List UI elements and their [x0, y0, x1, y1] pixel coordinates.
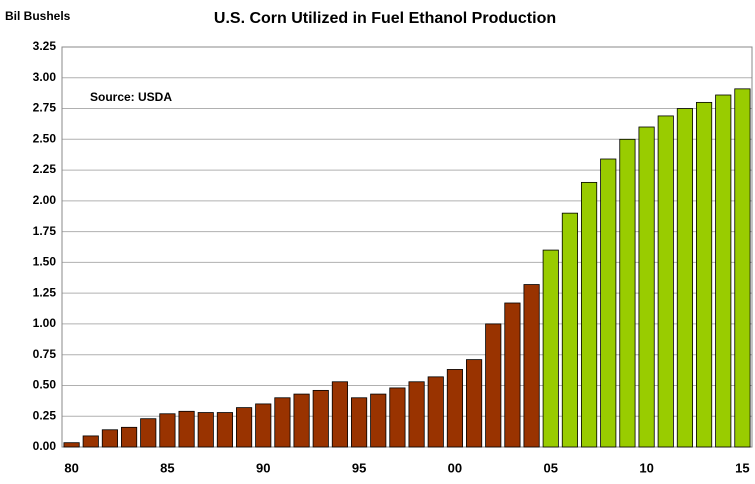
- y-tick-label: 0.75: [33, 347, 57, 361]
- y-tick-label: 1.25: [33, 285, 57, 299]
- bar: [542, 249, 559, 448]
- bar: [734, 88, 751, 448]
- bar: [657, 115, 674, 448]
- bar: [581, 181, 598, 448]
- bar: [140, 418, 157, 448]
- bar: [619, 138, 636, 448]
- bar: [312, 389, 329, 448]
- bar: [504, 302, 521, 448]
- bar: [101, 429, 118, 448]
- x-tick-label: 10: [639, 460, 653, 475]
- y-tick-label: 1.00: [33, 316, 57, 330]
- x-tick-label: 80: [64, 460, 78, 475]
- bar: [216, 412, 233, 448]
- annotation: Source: USDA: [90, 90, 172, 104]
- y-tick-label: 0.25: [33, 408, 57, 422]
- bar: [523, 284, 540, 448]
- bar: [389, 387, 406, 448]
- bar: [274, 397, 291, 448]
- y-tick-label: 3.00: [33, 70, 57, 84]
- x-tick-label: 95: [352, 460, 366, 475]
- bar: [696, 101, 713, 448]
- bar: [485, 323, 502, 448]
- bar: [715, 94, 732, 448]
- bar: [197, 412, 214, 448]
- y-axis-label: Bil Bushels: [5, 9, 71, 23]
- bar: [121, 426, 138, 448]
- y-tick-label: 3.25: [33, 39, 57, 53]
- y-tick-label: 0.50: [33, 378, 57, 392]
- chart-title: U.S. Corn Utilized in Fuel Ethanol Produ…: [214, 10, 556, 27]
- x-tick-label: 15: [735, 460, 749, 475]
- bar: [159, 413, 176, 448]
- y-tick-label: 2.50: [33, 131, 57, 145]
- x-tick-label: 00: [448, 460, 462, 475]
- bar: [178, 410, 195, 448]
- bar: [63, 442, 80, 448]
- bar: [370, 393, 387, 448]
- x-tick-label: 85: [160, 460, 174, 475]
- bar: [331, 381, 348, 448]
- bar: [600, 158, 617, 448]
- bar: [638, 126, 655, 448]
- bar: [427, 376, 444, 448]
- bar: [351, 397, 368, 448]
- y-tick-label: 2.75: [33, 101, 57, 115]
- y-tick-label: 0.00: [33, 439, 57, 453]
- y-tick-label: 1.75: [33, 224, 57, 238]
- bar: [446, 369, 463, 448]
- bar: [255, 403, 272, 448]
- bar: [293, 393, 310, 448]
- bar: [82, 435, 99, 448]
- bar: [236, 407, 253, 448]
- bar: [561, 212, 578, 448]
- x-tick-label: 05: [544, 460, 558, 475]
- bar: [676, 108, 693, 448]
- x-tick-label: 90: [256, 460, 270, 475]
- y-tick-label: 1.50: [33, 255, 57, 269]
- plot-border: [61, 46, 753, 448]
- y-tick-label: 2.25: [33, 162, 57, 176]
- bar: [408, 381, 425, 448]
- y-tick-label: 2.00: [33, 193, 57, 207]
- bar: [466, 359, 483, 448]
